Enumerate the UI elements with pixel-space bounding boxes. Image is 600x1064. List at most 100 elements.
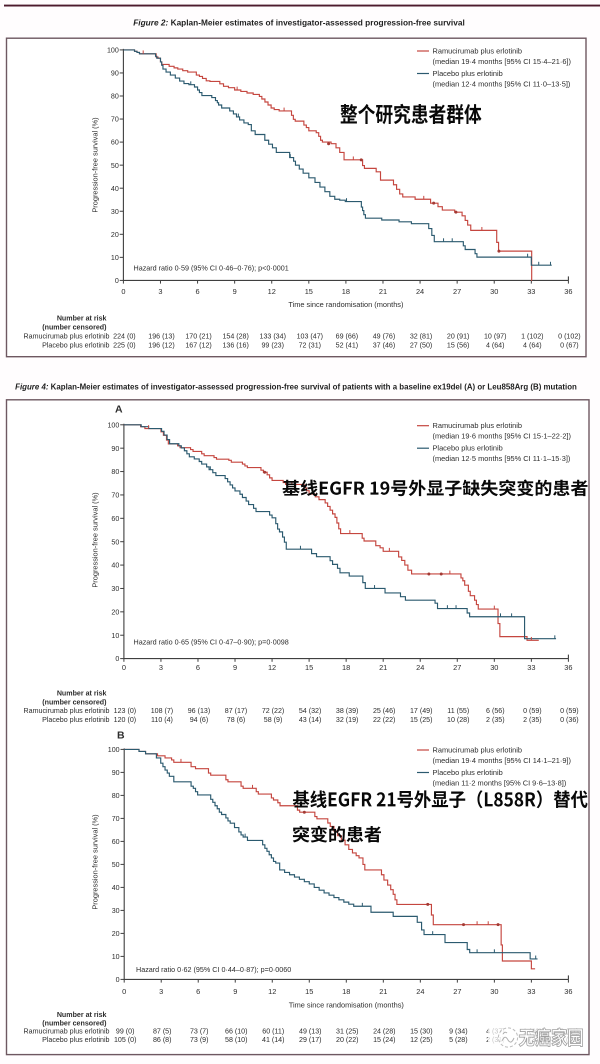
svg-text:0: 0 xyxy=(122,987,126,996)
svg-text:22 (22): 22 (22) xyxy=(373,716,395,724)
svg-text:Placebo plus erlotinib: Placebo plus erlotinib xyxy=(433,768,503,777)
svg-text:(median 12·5 months [95% CI 11: (median 12·5 months [95% CI 11·1–15·3]) xyxy=(433,454,571,463)
svg-text:Ramucirumab plus erlotinib: Ramucirumab plus erlotinib xyxy=(24,333,110,341)
svg-text:0: 0 xyxy=(121,287,125,296)
svg-text:Placebo plus erlotinib: Placebo plus erlotinib xyxy=(42,342,109,350)
svg-text:12 (25): 12 (25) xyxy=(410,1036,432,1044)
svg-text:15 (30): 15 (30) xyxy=(410,1028,432,1036)
svg-text:66 (10): 66 (10) xyxy=(225,1028,247,1036)
svg-text:50: 50 xyxy=(112,861,120,869)
svg-text:6: 6 xyxy=(196,987,200,996)
svg-text:30: 30 xyxy=(490,287,498,296)
svg-text:29 (17): 29 (17) xyxy=(299,1036,321,1044)
svg-text:90: 90 xyxy=(111,445,119,453)
svg-text:0 (102): 0 (102) xyxy=(558,333,580,341)
svg-text:4 (64): 4 (64) xyxy=(523,342,542,350)
svg-text:224 (0): 224 (0) xyxy=(113,333,135,341)
svg-text:Hazard ratio 0·65 (95% CI 0·47: Hazard ratio 0·65 (95% CI 0·47–0·90); p=… xyxy=(134,637,289,646)
svg-text:24: 24 xyxy=(416,287,424,296)
svg-text:50: 50 xyxy=(111,538,119,546)
svg-text:Time since randomisation (mont: Time since randomisation (months) xyxy=(289,1000,404,1009)
svg-text:80: 80 xyxy=(111,468,119,476)
svg-text:60 (11): 60 (11) xyxy=(262,1028,284,1036)
svg-text:31 (25): 31 (25) xyxy=(336,1028,358,1036)
svg-text:103 (47): 103 (47) xyxy=(297,333,323,341)
svg-text:72 (22): 72 (22) xyxy=(262,707,284,715)
svg-text:73 (9): 73 (9) xyxy=(190,1036,209,1044)
svg-text:6: 6 xyxy=(196,663,200,672)
svg-text:24: 24 xyxy=(416,987,424,996)
svg-text:Ramucirumab plus erlotinib: Ramucirumab plus erlotinib xyxy=(24,707,110,715)
svg-text:Placebo plus erlotinib: Placebo plus erlotinib xyxy=(42,716,109,724)
svg-text:133 (34): 133 (34) xyxy=(260,333,286,341)
svg-text:20: 20 xyxy=(111,231,119,239)
svg-text:9: 9 xyxy=(233,663,237,672)
svg-text:Figure 2: Kaplan-Meier estimat: Figure 2: Kaplan-Meier estimates of inve… xyxy=(133,18,465,28)
svg-text:(median 19·4 months [95% CI 14: (median 19·4 months [95% CI 14·1–21·9]) xyxy=(433,756,571,765)
svg-text:18: 18 xyxy=(342,663,350,672)
svg-text:15 (24): 15 (24) xyxy=(373,1036,395,1044)
svg-text:27: 27 xyxy=(453,287,461,296)
svg-text:9: 9 xyxy=(233,987,237,996)
svg-text:2 (35): 2 (35) xyxy=(523,716,542,724)
svg-text:(number censored): (number censored) xyxy=(42,324,107,332)
svg-text:96 (13): 96 (13) xyxy=(188,707,210,715)
svg-text:30: 30 xyxy=(112,907,120,915)
svg-text:15: 15 xyxy=(305,987,313,996)
svg-text:36: 36 xyxy=(564,287,572,296)
svg-text:33: 33 xyxy=(527,987,535,996)
svg-text:120 (0): 120 (0) xyxy=(114,716,136,724)
svg-text:Number at risk: Number at risk xyxy=(57,1011,107,1019)
svg-text:20 (22): 20 (22) xyxy=(336,1036,358,1044)
svg-text:0: 0 xyxy=(115,277,119,285)
svg-text:105 (0): 105 (0) xyxy=(114,1036,136,1044)
svg-text:136 (16): 136 (16) xyxy=(222,342,248,350)
svg-text:10 (28): 10 (28) xyxy=(447,716,469,724)
svg-text:110 (4): 110 (4) xyxy=(151,716,173,724)
svg-text:18: 18 xyxy=(342,287,350,296)
svg-text:58 (10): 58 (10) xyxy=(225,1036,247,1044)
svg-text:0: 0 xyxy=(122,663,126,672)
svg-text:196 (13): 196 (13) xyxy=(148,333,174,341)
svg-text:41 (14): 41 (14) xyxy=(262,1036,284,1044)
svg-text:0: 0 xyxy=(115,655,119,663)
svg-text:Ramucirumab plus erlotinib: Ramucirumab plus erlotinib xyxy=(24,1028,110,1036)
svg-text:33: 33 xyxy=(527,287,535,296)
svg-text:40: 40 xyxy=(112,884,120,892)
svg-text:52 (41): 52 (41) xyxy=(336,342,358,350)
svg-text:73 (7): 73 (7) xyxy=(190,1028,209,1036)
svg-text:123 (0): 123 (0) xyxy=(114,707,136,715)
svg-text:90: 90 xyxy=(112,769,120,777)
svg-text:Ramucirumab plus erlotinib: Ramucirumab plus erlotinib xyxy=(433,47,523,56)
svg-text:30: 30 xyxy=(490,663,498,672)
svg-text:40: 40 xyxy=(111,185,119,193)
svg-text:Progression-free survival (%): Progression-free survival (%) xyxy=(91,814,100,909)
svg-text:3: 3 xyxy=(159,987,163,996)
svg-text:5 (28): 5 (28) xyxy=(449,1036,468,1044)
svg-text:12: 12 xyxy=(268,287,276,296)
svg-text:(median 19·4 months [95% CI 15: (median 19·4 months [95% CI 15·4–21·6]) xyxy=(433,57,571,66)
svg-text:Progression-free survival (%): Progression-free survival (%) xyxy=(91,492,100,587)
svg-text:17 (49): 17 (49) xyxy=(410,707,432,715)
svg-text:54 (32): 54 (32) xyxy=(299,707,321,715)
svg-text:6: 6 xyxy=(196,287,200,296)
svg-text:30: 30 xyxy=(490,987,498,996)
svg-text:Number at risk: Number at risk xyxy=(57,690,107,698)
svg-text:15 (25): 15 (25) xyxy=(410,716,432,724)
svg-text:60: 60 xyxy=(111,139,119,147)
svg-text:6 (56): 6 (56) xyxy=(486,707,505,715)
svg-text:100: 100 xyxy=(108,746,120,754)
svg-text:20: 20 xyxy=(112,930,120,938)
svg-text:B: B xyxy=(117,730,125,742)
svg-text:Ramucirumab plus erlotinib: Ramucirumab plus erlotinib xyxy=(433,746,523,755)
svg-text:(number censored): (number censored) xyxy=(42,1019,107,1027)
svg-text:78 (6): 78 (6) xyxy=(227,716,246,724)
svg-text:87 (17): 87 (17) xyxy=(225,707,247,715)
svg-text:(median 11·2 months [95% CI 9·: (median 11·2 months [95% CI 9·6–13·8]) xyxy=(433,779,567,788)
svg-text:0 (36): 0 (36) xyxy=(560,716,579,724)
svg-text:43 (14): 43 (14) xyxy=(299,716,321,724)
svg-text:36: 36 xyxy=(564,987,572,996)
svg-text:100: 100 xyxy=(107,47,119,55)
svg-text:21: 21 xyxy=(379,287,387,296)
svg-text:0 (59): 0 (59) xyxy=(523,707,542,715)
